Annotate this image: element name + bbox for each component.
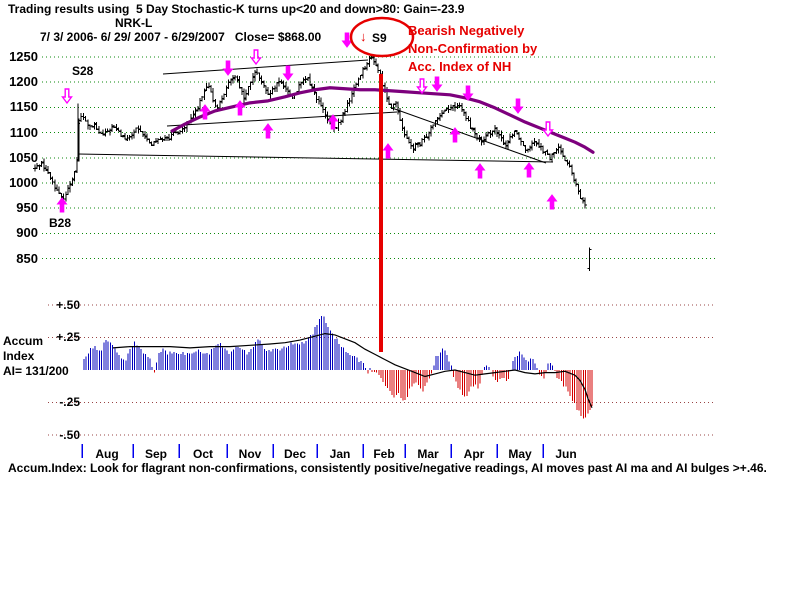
- price-tick-900: 900: [16, 225, 38, 240]
- sell-signal-s9-label: S9: [372, 31, 387, 45]
- annotation-line-2: Non-Confirmation by: [408, 41, 538, 56]
- price-tick-950: 950: [16, 200, 38, 215]
- price-tick-1250: 1250: [9, 49, 38, 64]
- page-title: Trading results using 5 Day Stochastic-K…: [8, 2, 465, 16]
- s28-signal-label: S28: [72, 64, 94, 78]
- month-label-jan: Jan: [329, 447, 351, 461]
- ai-tick-plus25: +.25: [56, 330, 80, 344]
- annotation-line-1: Bearish Negatively: [408, 23, 525, 38]
- price-tick-850: 850: [16, 251, 38, 266]
- ai-tick-minus50: -.50: [59, 428, 80, 442]
- price-tick-1150: 1150: [9, 99, 38, 114]
- month-label-aug: Aug: [95, 447, 119, 461]
- b28-signal-label: B28: [49, 216, 72, 230]
- ai-left-label-value: AI= 131/200: [3, 364, 69, 378]
- month-label-dec: Dec: [283, 447, 306, 461]
- bottom-caption: Accum.Index: Look for flagrant non-confi…: [8, 461, 767, 475]
- month-label-feb: Feb: [373, 447, 395, 461]
- price-tick-1000: 1000: [9, 175, 38, 190]
- month-label-jun: Jun: [555, 447, 577, 461]
- price-tick-1100: 1100: [9, 125, 38, 140]
- month-label-oct: Oct: [192, 447, 213, 461]
- ai-left-label-index: Index: [3, 349, 35, 363]
- annotation-line-3: Acc. Index of NH: [408, 59, 512, 74]
- month-label-sep: Sep: [144, 447, 167, 461]
- ai-left-label-accum: Accum: [3, 334, 44, 348]
- month-label-mar: Mar: [417, 447, 439, 461]
- month-label-apr: Apr: [463, 447, 485, 461]
- price-tick-1200: 1200: [9, 74, 38, 89]
- sell-signal-arrow-icon: ↓: [360, 29, 367, 44]
- month-label-may: May: [508, 447, 532, 461]
- ai-tick-minus25: -.25: [59, 395, 80, 409]
- month-label-nov: Nov: [238, 447, 262, 461]
- price-tick-1050: 1050: [9, 150, 38, 165]
- symbol-label: NRK-L: [115, 16, 153, 30]
- ai-tick-plus50: +.50: [56, 298, 80, 312]
- date-range-close-label: 7/ 3/ 2006- 6/ 29/ 2007 - 6/29/2007 Clos…: [40, 30, 322, 44]
